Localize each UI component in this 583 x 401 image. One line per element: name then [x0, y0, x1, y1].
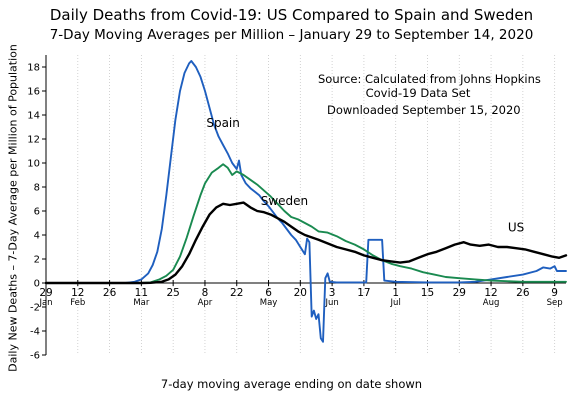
series-labels: Spain Sweden US	[206, 116, 524, 234]
series-label-us: US	[508, 220, 524, 234]
y-tick-label: 12	[27, 135, 40, 146]
x-tick-month-label: Mar	[133, 298, 150, 308]
x-tick-day-label: 9	[551, 287, 558, 299]
series-line-spain	[45, 60, 567, 343]
x-tick-day-label: 25	[166, 287, 179, 299]
x-tick-month-label: Feb	[70, 298, 85, 308]
y-tick-label: 8	[34, 183, 40, 194]
y-tick-label: -4	[30, 327, 40, 338]
x-tick-month-label: Aug	[483, 298, 500, 308]
y-tick-label: 18	[27, 63, 40, 74]
x-tick-month-label: Jun	[324, 298, 338, 308]
download-note: Downloaded September 15, 2020	[327, 103, 521, 117]
grid-lines	[77, 55, 556, 355]
x-tick-month-label: Apr	[198, 298, 213, 308]
series-line-sweden	[45, 163, 567, 284]
x-tick-day-label: 3	[329, 287, 336, 299]
x-tick-day-label: 12	[484, 287, 497, 299]
y-tick-label: 10	[27, 159, 40, 170]
y-tick-label: 4	[34, 231, 40, 242]
x-tick-day-label: 29	[39, 287, 52, 299]
x-tick-month-label: Sep	[547, 298, 563, 308]
source-note-line-1: Source: Calculated from Johns Hopkins	[318, 72, 541, 86]
x-tick-month-label: Jan	[38, 298, 52, 308]
x-axis-label: 7-day moving average ending on date show…	[160, 377, 423, 391]
chart-subtitle: 7-Day Moving Averages per Million – Janu…	[49, 27, 534, 43]
y-tick-label: -2	[30, 303, 40, 314]
x-tick-day-label: 15	[421, 287, 434, 299]
x-tick-day-label: 6	[265, 287, 272, 299]
x-tick-day-label: 26	[516, 287, 530, 299]
x-tick-day-label: 22	[230, 287, 243, 299]
series-line-us	[44, 201, 568, 285]
y-tick-label: 16	[27, 87, 40, 98]
y-tick-label: -6	[30, 351, 40, 362]
x-tick-day-label: 11	[135, 287, 148, 299]
x-tick-day-label: 12	[71, 287, 84, 299]
y-tick-label: 14	[27, 111, 40, 122]
x-tick-day-label: 1	[392, 287, 399, 299]
x-tick-day-label: 26	[103, 287, 117, 299]
chart-title: Daily Deaths from Covid-19: US Compared …	[49, 6, 534, 24]
x-tick-day-label: 29	[453, 287, 466, 299]
series-label-sweden: Sweden	[261, 194, 308, 208]
x-tick-month-label: May	[260, 298, 278, 308]
x-tick-day-label: 8	[202, 287, 209, 299]
series-lines	[44, 60, 568, 343]
source-note-line-2: Covid-19 Data Set	[365, 86, 471, 100]
x-tick-day-label: 20	[294, 287, 307, 299]
x-tick-day-label: 17	[357, 287, 370, 299]
y-tick-label: 2	[34, 255, 40, 266]
y-tick-label: 0	[34, 279, 40, 290]
y-tick-label: 6	[34, 207, 40, 218]
series-label-spain: Spain	[206, 116, 240, 130]
x-tick-month-label: Jul	[390, 298, 401, 308]
